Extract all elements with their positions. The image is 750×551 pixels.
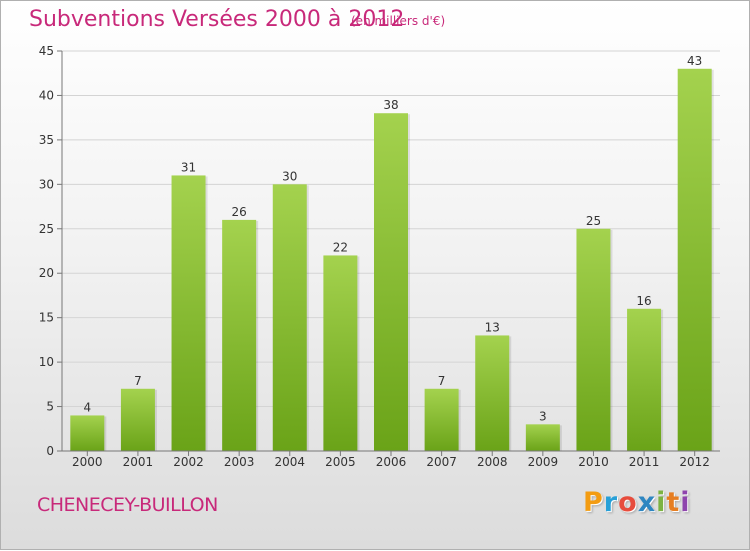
chart-subtitle: (en milliers d'€): [351, 14, 446, 28]
bar-2011: [627, 308, 662, 451]
bar-2008: [475, 335, 510, 451]
value-label-2004: 30: [282, 169, 297, 183]
value-label-2011: 16: [636, 294, 651, 308]
x-tick-label-2008: 2008: [477, 455, 508, 469]
y-tick-label: 40: [39, 88, 54, 102]
logo-letter: t: [666, 487, 681, 518]
bar-2005: [323, 255, 358, 451]
logo-letter: P: [583, 487, 604, 518]
logo-letter: o: [618, 487, 638, 518]
x-tick-label-2005: 2005: [325, 455, 356, 469]
x-tick-label-2007: 2007: [426, 455, 457, 469]
value-label-2012: 43: [687, 54, 702, 68]
bar-2003: [222, 219, 257, 451]
y-tick-label: 20: [39, 266, 54, 280]
y-tick-label: 5: [46, 400, 54, 414]
logo-letter: i: [656, 487, 667, 518]
bar-2000: [70, 415, 105, 451]
logo-letter: r: [603, 487, 619, 518]
logo-letter: i: [680, 487, 691, 518]
chart-title: Subventions Versées 2000 à 2012: [29, 7, 405, 32]
bar-2007: [424, 388, 459, 451]
x-tick-label-2012: 2012: [679, 455, 710, 469]
bar-2001: [120, 388, 155, 451]
axes: 0 5 10 15 20 25 30 35 40 45 2000 2001 2002 2003 2004 20…: [39, 44, 720, 469]
y-tick-label: 45: [39, 44, 54, 58]
value-label-2000: 4: [83, 400, 91, 414]
x-tick-label-2009: 2009: [528, 455, 559, 469]
bar-2004: [272, 184, 307, 452]
value-label-2009: 3: [539, 409, 547, 423]
bar-2012: [677, 68, 712, 452]
commune-name: CHENECEY-BUILLON: [37, 494, 218, 516]
x-tick-label-2001: 2001: [123, 455, 154, 469]
x-tick-label-2000: 2000: [72, 455, 103, 469]
value-label-2002: 31: [181, 160, 196, 174]
value-label-2005: 22: [333, 240, 348, 254]
y-tick-label: 25: [39, 222, 54, 236]
bar-2002: [171, 175, 206, 451]
x-tick-label-2004: 2004: [274, 455, 305, 469]
x-tick-label-2002: 2002: [173, 455, 204, 469]
value-label-2001: 7: [134, 374, 142, 388]
x-tick-label-2011: 2011: [629, 455, 660, 469]
bar-2010: [576, 228, 611, 451]
bar-2009: [525, 424, 560, 451]
x-tick-label-2003: 2003: [224, 455, 255, 469]
y-tick-label: 35: [39, 133, 54, 147]
x-tick-label-2006: 2006: [376, 455, 407, 469]
value-label-2006: 38: [383, 98, 398, 112]
proxiti-logo: Proxiti: [583, 487, 691, 518]
value-label-2008: 13: [485, 320, 500, 334]
value-label-2003: 26: [232, 205, 247, 219]
x-tick-label-2010: 2010: [578, 455, 609, 469]
value-label-2007: 7: [438, 374, 446, 388]
y-tick-label: 15: [39, 311, 54, 325]
logo-letter: x: [637, 487, 657, 518]
bars: 4 7 31 26 30 22 38 7 13 3 25 16 43: [70, 54, 714, 452]
y-tick-label: 30: [39, 177, 54, 191]
bar-2006: [374, 113, 408, 451]
y-tick-label: 0: [46, 444, 54, 458]
value-label-2010: 25: [586, 214, 601, 228]
y-tick-label: 10: [39, 355, 54, 369]
